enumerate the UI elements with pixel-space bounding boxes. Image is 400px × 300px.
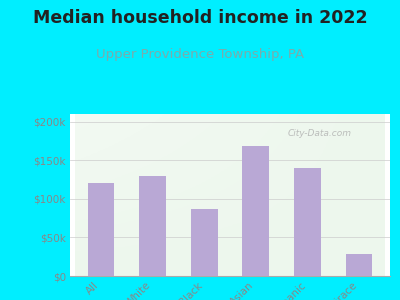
Bar	[139, 176, 166, 276]
Text: Upper Providence Township, PA: Upper Providence Township, PA	[96, 48, 304, 61]
Text: City-Data.com: City-Data.com	[288, 129, 352, 138]
Bar	[242, 146, 269, 276]
Text: Median household income in 2022: Median household income in 2022	[33, 9, 367, 27]
Bar	[346, 254, 372, 276]
Bar	[88, 183, 114, 276]
Bar	[294, 168, 321, 276]
Bar	[191, 209, 218, 276]
